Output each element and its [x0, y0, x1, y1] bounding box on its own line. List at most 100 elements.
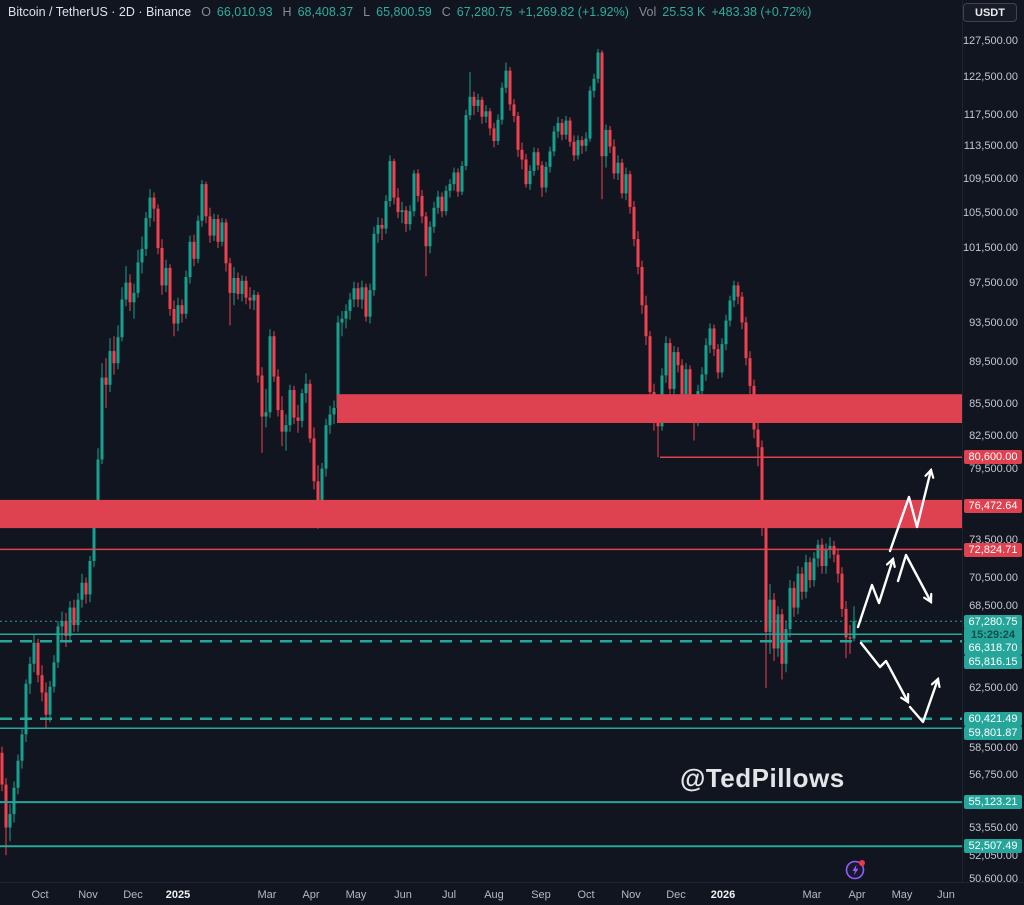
- candle: [196, 220, 200, 259]
- candle: [668, 343, 672, 389]
- price-axis[interactable]: 127,500.00 122,500.00 117,500.00 113,500.00…: [962, 0, 1024, 885]
- chart-canvas[interactable]: [0, 0, 962, 882]
- volume-label: Vol: [638, 5, 657, 19]
- price-tick: 89,500.00: [969, 356, 1018, 368]
- projection-arrow[interactable]: [908, 679, 938, 724]
- candle: [496, 119, 500, 141]
- candle: [60, 621, 64, 627]
- time-label-month: Dec: [666, 888, 686, 901]
- candle: [520, 149, 524, 160]
- high-value: 68,408.37: [297, 5, 354, 19]
- time-label-month: May: [345, 888, 367, 901]
- candle: [296, 417, 300, 421]
- time-label-month: Mar: [802, 888, 822, 901]
- candle: [304, 383, 308, 394]
- candle: [844, 608, 848, 638]
- candle: [84, 582, 88, 595]
- candle: [264, 412, 268, 417]
- time-axis[interactable]: Oct Nov Dec 2025 Mar Apr May Jun Jul Aug Sep Oct Nov…: [0, 882, 1024, 905]
- candle: [788, 587, 792, 630]
- candle: [516, 115, 520, 150]
- candle: [180, 305, 184, 314]
- candle: [528, 170, 532, 185]
- candle: [388, 161, 392, 201]
- price-tick: 113,500.00: [963, 140, 1018, 152]
- price-tick: 122,500.00: [962, 71, 1018, 83]
- candle: [208, 216, 212, 236]
- candle: [368, 290, 372, 317]
- symbol-title[interactable]: Bitcoin / TetherUS · 2D · Binance: [8, 5, 192, 19]
- candle: [648, 336, 652, 393]
- price-level-label: 65,816.15: [964, 655, 1022, 669]
- price-tick: 70,500.00: [969, 572, 1018, 584]
- candle: [288, 390, 292, 426]
- candle: [132, 292, 136, 303]
- candle: [108, 351, 112, 385]
- projection-arrow[interactable]: [896, 553, 931, 602]
- candle: [44, 692, 48, 715]
- time-label-month: May: [891, 888, 913, 901]
- candle: [628, 174, 632, 207]
- candle: [540, 165, 544, 188]
- candle: [272, 336, 276, 377]
- candle: [92, 511, 96, 561]
- candle: [836, 554, 840, 574]
- candle: [576, 140, 580, 156]
- price-tick: 93,500.00: [969, 317, 1018, 329]
- time-label-month: Jun: [937, 888, 955, 901]
- low-value: 65,800.59: [376, 5, 432, 19]
- candle: [828, 545, 832, 550]
- candle: [452, 172, 456, 185]
- price-tick: 85,500.00: [969, 398, 1018, 410]
- candle: [592, 78, 596, 91]
- price-tick: 79,500.00: [969, 463, 1018, 475]
- candle: [600, 52, 604, 157]
- supply-zone[interactable]: [337, 394, 962, 423]
- candle: [0, 752, 4, 785]
- candle: [740, 296, 744, 323]
- candle: [460, 166, 464, 192]
- candle: [172, 309, 176, 324]
- candle: [716, 349, 720, 373]
- candle: [268, 336, 272, 413]
- projection-arrow[interactable]: [859, 641, 908, 702]
- chart-pane[interactable]: Bitcoin / TetherUS · 2D · Binance O 66,0…: [0, 0, 963, 882]
- candle: [192, 241, 196, 259]
- candle: [780, 614, 784, 664]
- candle: [564, 120, 568, 135]
- candle: [364, 287, 368, 317]
- candle: [560, 122, 564, 135]
- candles-layer: [0, 48, 856, 856]
- candle: [240, 280, 244, 294]
- candle: [508, 70, 512, 105]
- supply-zone[interactable]: [0, 499, 962, 529]
- candle: [484, 111, 488, 117]
- low-label: L: [363, 5, 371, 19]
- candle: [824, 549, 828, 567]
- close-label: C: [441, 5, 451, 19]
- candle: [604, 129, 608, 157]
- time-label-month: Sep: [531, 888, 551, 901]
- candle: [220, 222, 224, 242]
- candle: [404, 210, 408, 225]
- candle: [112, 351, 116, 364]
- projection-arrow[interactable]: [856, 559, 893, 629]
- candle: [300, 393, 304, 421]
- currency-toggle-button[interactable]: USDT: [963, 3, 1017, 22]
- candle: [536, 152, 540, 166]
- time-label-month: Oct: [31, 888, 49, 901]
- candle: [236, 278, 240, 294]
- candle: [444, 190, 448, 212]
- candle: [636, 239, 640, 267]
- projection-arrow[interactable]: [888, 470, 931, 553]
- high-label: H: [282, 5, 292, 19]
- candle: [688, 369, 692, 408]
- candle: [580, 140, 584, 146]
- notification-dot: [859, 860, 865, 866]
- candle: [544, 166, 548, 188]
- time-label-month: Apr: [302, 888, 320, 901]
- candle: [212, 219, 216, 236]
- flash-icon[interactable]: [844, 857, 868, 881]
- candle: [176, 305, 180, 324]
- candle: [184, 277, 188, 314]
